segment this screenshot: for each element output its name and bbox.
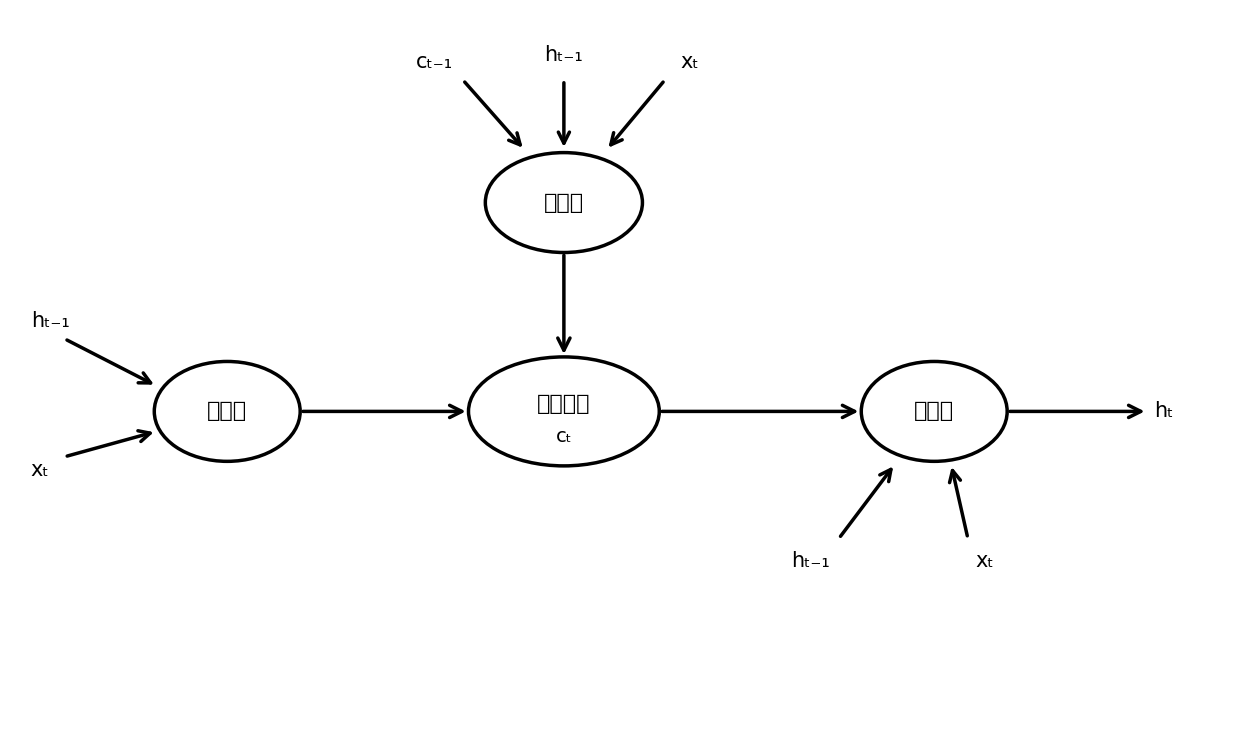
Text: hₜ: hₜ: [1154, 401, 1174, 422]
Ellipse shape: [154, 362, 300, 461]
Text: xₜ: xₜ: [31, 460, 50, 480]
Ellipse shape: [469, 357, 660, 466]
Text: hₜ₋₁: hₜ₋₁: [31, 310, 69, 331]
Text: 输出门: 输出门: [914, 401, 955, 422]
Ellipse shape: [862, 362, 1007, 461]
Text: hₜ₋₁: hₜ₋₁: [544, 45, 583, 65]
Text: 当前状态: 当前状态: [537, 394, 590, 414]
Text: 输入门: 输入门: [207, 401, 247, 422]
Text: 遗忘门: 遗忘门: [544, 193, 584, 212]
Text: hₜ₋₁: hₜ₋₁: [791, 551, 830, 571]
Text: xₜ: xₜ: [976, 551, 994, 571]
Text: cₜ: cₜ: [556, 427, 572, 447]
Text: xₜ: xₜ: [681, 52, 699, 72]
Ellipse shape: [485, 152, 642, 253]
Text: cₜ₋₁: cₜ₋₁: [417, 52, 454, 72]
